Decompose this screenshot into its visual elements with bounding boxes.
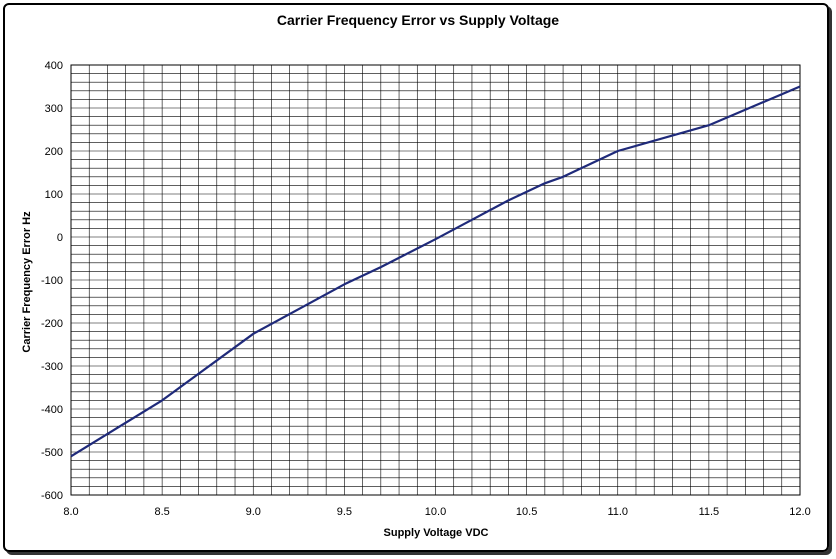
y-tick-label: 400 <box>45 60 63 72</box>
y-tick-label: -200 <box>41 318 63 330</box>
x-tick-label: 8.0 <box>63 506 78 518</box>
plot-border <box>70 64 801 496</box>
series-line <box>70 85 801 458</box>
y-tick-label: 200 <box>45 146 63 158</box>
minor-grid <box>71 65 800 495</box>
x-tick-label: 10.0 <box>425 506 446 518</box>
y-tick-label: 0 <box>57 232 63 244</box>
chart-title: Carrier Frequency Error vs Supply Voltag… <box>276 12 560 28</box>
x-tick-label: 11.5 <box>699 506 720 518</box>
x-tick-label: 10.5 <box>516 506 537 518</box>
chart-frame <box>3 3 829 552</box>
series-group <box>70 85 801 458</box>
y-tick-label: -600 <box>41 490 63 502</box>
x-tick-labels: 8.0 8.5 9.0 9.5 10.0 10.5 11.0 11.5 12.0 <box>63 506 810 518</box>
y-tick-label: -300 <box>41 361 63 373</box>
x-tick-label: 9.0 <box>246 506 261 518</box>
x-tick-label: 9.5 <box>337 506 352 518</box>
y-tick-label: -500 <box>41 447 63 459</box>
x-axis-label: Supply Voltage VDC <box>383 527 489 539</box>
x-tick-label: 8.5 <box>154 506 169 518</box>
y-tick-labels: 400 300 200 100 0 -100 -200 -300 -400 -500 -600 <box>41 60 63 502</box>
y-tick-label: -100 <box>41 275 63 287</box>
x-tick-label: 11.0 <box>607 506 628 518</box>
y-tick-label: 300 <box>45 103 63 115</box>
y-tick-label: -400 <box>41 404 63 416</box>
x-tick-label: 12.0 <box>789 506 810 518</box>
y-tick-label: 100 <box>45 189 63 201</box>
